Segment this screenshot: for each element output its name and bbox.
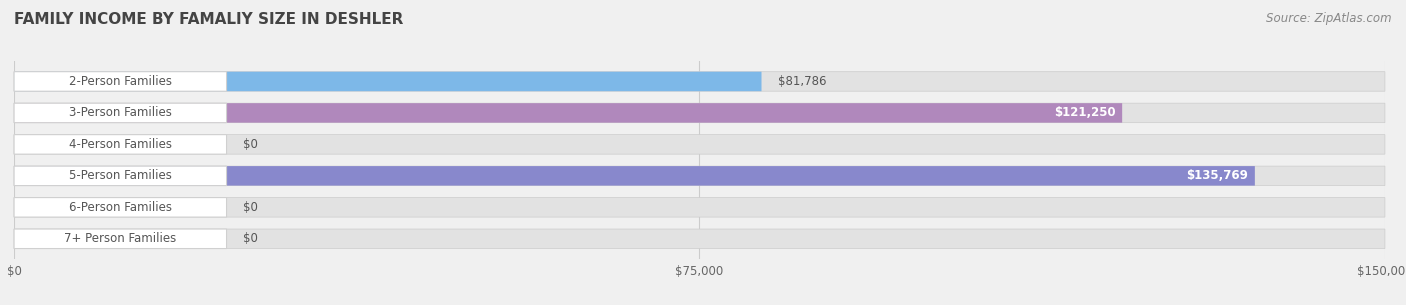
Text: $0: $0 (243, 138, 257, 151)
FancyBboxPatch shape (14, 166, 226, 186)
Text: FAMILY INCOME BY FAMALIY SIZE IN DESHLER: FAMILY INCOME BY FAMALIY SIZE IN DESHLER (14, 12, 404, 27)
FancyBboxPatch shape (14, 103, 226, 123)
FancyBboxPatch shape (14, 103, 1122, 123)
FancyBboxPatch shape (14, 166, 1385, 186)
FancyBboxPatch shape (14, 72, 1385, 91)
FancyBboxPatch shape (14, 72, 762, 91)
FancyBboxPatch shape (14, 166, 1254, 186)
Text: Source: ZipAtlas.com: Source: ZipAtlas.com (1267, 12, 1392, 25)
Text: 4-Person Families: 4-Person Families (69, 138, 172, 151)
FancyBboxPatch shape (14, 72, 226, 91)
Text: 3-Person Families: 3-Person Families (69, 106, 172, 120)
Text: $81,786: $81,786 (778, 75, 827, 88)
Text: 2-Person Families: 2-Person Families (69, 75, 172, 88)
FancyBboxPatch shape (14, 198, 1385, 217)
Text: $0: $0 (243, 201, 257, 214)
Text: 5-Person Families: 5-Person Families (69, 169, 172, 182)
Text: $0: $0 (243, 232, 257, 245)
FancyBboxPatch shape (14, 135, 226, 154)
Text: 6-Person Families: 6-Person Families (69, 201, 172, 214)
FancyBboxPatch shape (14, 229, 226, 249)
FancyBboxPatch shape (14, 198, 226, 217)
Text: $121,250: $121,250 (1053, 106, 1115, 120)
Text: 7+ Person Families: 7+ Person Families (65, 232, 176, 245)
FancyBboxPatch shape (14, 103, 1385, 123)
FancyBboxPatch shape (14, 135, 1385, 154)
FancyBboxPatch shape (14, 229, 1385, 249)
Text: $135,769: $135,769 (1187, 169, 1249, 182)
